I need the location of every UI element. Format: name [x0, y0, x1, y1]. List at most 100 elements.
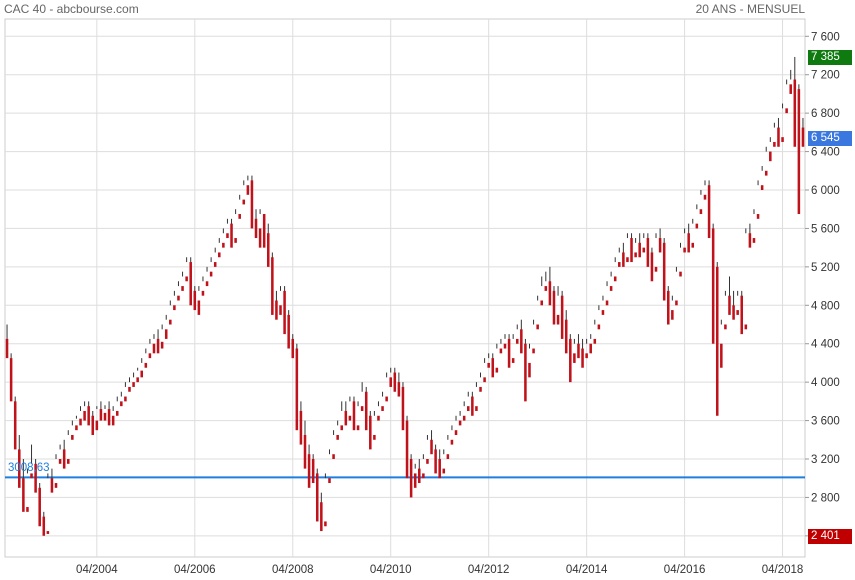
candle-body — [642, 247, 646, 253]
candle-body — [405, 420, 409, 479]
candle-body — [201, 290, 205, 296]
candle-body — [99, 409, 103, 421]
candle-body — [540, 300, 543, 306]
candle-body — [152, 343, 156, 354]
candle-body — [307, 454, 311, 488]
candle-body — [238, 214, 241, 219]
y-tick-label: 7 200 — [811, 70, 840, 82]
candle-body — [789, 84, 792, 94]
candle-body — [328, 478, 331, 484]
candle-body — [30, 473, 33, 479]
candle-body — [699, 209, 703, 215]
candle-body — [250, 180, 254, 229]
candle-body — [83, 410, 86, 421]
y-tick-label: 3 600 — [811, 416, 840, 428]
candle-body — [364, 391, 368, 431]
candle-body — [613, 276, 617, 282]
candle-body — [115, 410, 119, 416]
candle-body — [107, 409, 111, 426]
candle-body — [209, 271, 213, 277]
candle-body — [728, 295, 731, 315]
candle-body — [581, 348, 584, 368]
candle-body — [397, 382, 401, 397]
candle-body — [409, 459, 413, 498]
candle-body — [687, 233, 690, 253]
candle-body — [793, 79, 797, 147]
candle-body — [585, 353, 588, 359]
candle-body — [715, 266, 719, 416]
candle-body — [438, 459, 441, 479]
candle-body — [360, 406, 364, 411]
candle-body — [609, 286, 613, 291]
y-tick-label: 4 800 — [811, 300, 840, 312]
candle-body — [507, 338, 511, 368]
candle-body — [393, 372, 397, 392]
candle-body — [626, 257, 629, 263]
candle-body — [226, 233, 229, 239]
candle-body — [781, 137, 784, 142]
candle-body — [471, 396, 474, 416]
candle-body — [426, 459, 429, 464]
candle-body — [348, 415, 352, 421]
candle-body — [222, 242, 225, 248]
candle-body — [479, 386, 482, 392]
candle-body — [679, 271, 682, 277]
candle-body — [54, 483, 58, 488]
candle-body — [267, 233, 270, 267]
candle-body — [491, 358, 495, 378]
candle-body — [336, 434, 339, 440]
candle-body — [520, 329, 523, 354]
candle-body — [499, 348, 503, 354]
candle-body — [262, 214, 266, 248]
candle-body — [422, 473, 425, 479]
candle-body — [605, 300, 609, 306]
candle-body — [524, 343, 527, 402]
candle-body — [593, 338, 597, 344]
x-tick-label: 04/2016 — [664, 564, 706, 576]
x-tick-label: 04/2010 — [370, 564, 412, 576]
candle-body — [695, 223, 699, 229]
candle-body — [315, 473, 319, 522]
candle-body — [736, 310, 739, 315]
candle-body — [197, 300, 201, 315]
candle-body — [630, 238, 633, 263]
y-tick-label: 6 400 — [811, 147, 840, 159]
candle-body — [560, 295, 564, 339]
candle-body — [46, 531, 50, 534]
candle-body — [18, 449, 21, 488]
x-tick-label: 04/2014 — [566, 564, 608, 576]
candle-body — [511, 358, 515, 363]
candle-body — [654, 266, 658, 272]
candle-body — [515, 338, 519, 344]
candle-body — [213, 262, 217, 267]
candle-body — [218, 252, 221, 258]
y-tick-label: 3 200 — [811, 454, 840, 466]
x-tick-label: 04/2004 — [76, 564, 118, 576]
x-tick-label: 04/2018 — [762, 564, 804, 576]
candle-body — [79, 418, 82, 426]
candle-body — [752, 238, 756, 243]
candle-body — [369, 415, 372, 450]
candle-body — [95, 420, 99, 431]
candle-body — [5, 338, 9, 359]
candle-body — [173, 305, 176, 311]
candle-body — [234, 238, 237, 243]
candle-body — [246, 185, 250, 195]
candle-body — [532, 348, 535, 354]
candle-body — [564, 319, 568, 354]
candle-body — [495, 367, 499, 373]
candle-body — [42, 516, 46, 536]
candle-body — [601, 310, 605, 315]
candle-body — [597, 324, 601, 330]
candle-body — [577, 343, 580, 359]
reference-level-label: 3008,63 — [8, 462, 50, 475]
candle-body — [177, 295, 180, 301]
chart-period: 20 ANS - MENSUEL — [695, 2, 805, 16]
candle-body — [667, 290, 670, 325]
candle-body — [748, 233, 752, 248]
candle-body — [777, 127, 780, 147]
candle-body — [22, 478, 25, 512]
candle-body — [311, 459, 315, 484]
candle-body — [124, 396, 127, 402]
candle-body — [13, 401, 17, 450]
